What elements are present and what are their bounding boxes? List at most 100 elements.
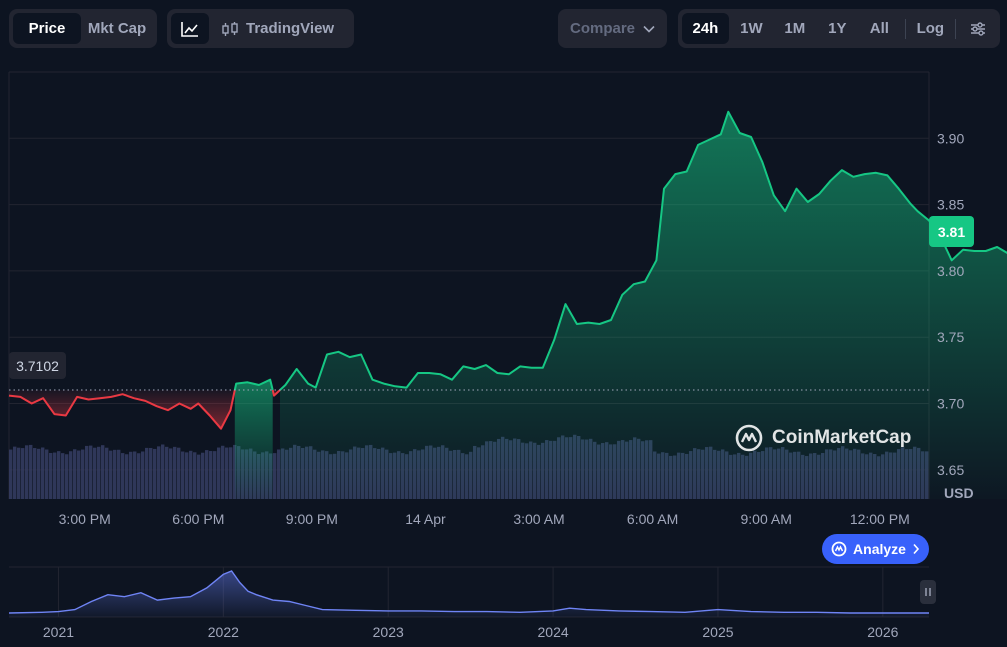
range-1w[interactable]: 1W [740,20,763,37]
volume-bar [125,454,129,499]
compare-label: Compare [569,20,636,37]
currency-label: USD [944,485,974,501]
overview-x-tick-label: 2022 [208,624,239,640]
compare-dropdown[interactable]: Compare [558,9,667,48]
price-line-up [233,378,274,391]
volume-bar [193,452,197,499]
volume-bar [17,447,21,499]
volume-bar [173,446,177,499]
pause-icon [925,588,931,596]
log-scale-toggle[interactable]: Log [916,20,945,37]
overview-x-tick-label: 2021 [43,624,74,640]
y-tick-label: 3.75 [937,329,964,345]
volume-bar [133,451,137,499]
price-line-down [8,389,236,430]
volume-bar [49,453,53,499]
line-chart-button[interactable] [171,13,209,44]
tradingview-button[interactable]: TradingView [211,13,344,44]
range-24h[interactable]: 24h [682,13,729,44]
watermark-text: CoinMarketCap [772,427,912,448]
volume-bar [185,452,189,499]
toolbar-divider [904,18,906,39]
volume-bar [137,453,141,499]
overview-area [9,571,929,617]
price-area-down [9,389,235,429]
x-tick-label: 12:00 PM [850,511,910,527]
price-line-down [271,389,281,397]
chart-tools: TradingView [167,9,354,48]
coinmarketcap-logo-icon [735,424,763,452]
tradingview-label: TradingView [246,20,335,37]
volume-bar [225,447,229,499]
volume-bar [229,447,233,499]
range-1m[interactable]: 1M [784,20,806,37]
volume-bar [93,447,97,499]
volume-bar [21,448,25,499]
volume-bar [217,447,221,499]
volume-bar [57,451,61,499]
overview-x-tick-label: 2025 [702,624,733,640]
chart-toolbar: Price Mkt Cap TradingView Compare 24h 1W [9,9,1000,49]
timeline-handle[interactable] [920,580,936,604]
volume-bar [277,449,281,499]
overview-x-tick-label: 2023 [373,624,404,640]
line-chart-icon [181,21,198,37]
volume-bar [113,449,117,499]
coinmarketcap-watermark: CoinMarketCap [734,423,911,453]
volume-bar [181,451,185,499]
volume-bar [205,450,209,499]
current-price-label: 3.81 [929,216,974,247]
volume-bar [53,452,57,499]
range-all[interactable]: All [869,20,889,37]
chevron-down-icon [643,25,655,33]
volume-bar [157,446,161,499]
sliders-icon [971,21,986,36]
volume-bar [37,448,41,499]
volume-bar [209,451,213,499]
chart-type-toggle: Price Mkt Cap [9,9,157,48]
volume-bar [153,448,157,499]
volume-bar [105,447,109,499]
volume-bar [141,451,145,499]
chevron-right-icon [913,543,920,555]
analyze-logo-icon [831,541,847,557]
tab-price[interactable]: Price [13,13,81,44]
overview-line [8,570,929,614]
volume-bar [69,451,73,499]
x-tick-label: 14 Apr [405,511,446,527]
candlestick-icon [222,21,238,36]
y-tick-label: 3.65 [937,462,964,478]
volume-bar [45,449,49,499]
settings-button[interactable] [961,13,996,44]
volume-bar [149,447,153,499]
volume-bar [129,451,133,499]
volume-bar [213,451,217,499]
volume-bar [177,447,181,499]
volume-bar [101,445,105,499]
volume-bar [73,449,77,499]
volume-bar [189,450,193,499]
x-tick-label: 3:00 AM [513,511,564,527]
x-tick-label: 3:00 PM [59,511,111,527]
volume-bar [81,449,85,499]
toolbar-divider [954,18,956,39]
analyze-label: Analyze [853,541,906,557]
range-1y[interactable]: 1Y [828,20,847,37]
volume-bar [233,444,237,499]
volume-bar [33,448,37,499]
volume-bar [273,453,277,499]
volume-bar [41,447,45,499]
volume-bar [145,447,149,499]
overview-x-tick-label: 2026 [867,624,898,640]
volume-bar [97,446,101,499]
volume-bar [29,444,33,499]
time-range-selector: 24h 1W 1M 1Y All Log [678,9,1000,48]
tab-market-cap[interactable]: Mkt Cap [87,20,147,37]
x-tick-label: 6:00 AM [627,511,678,527]
volume-bar [221,445,225,499]
overview-x-tick-label: 2024 [538,624,569,640]
y-tick-label: 3.80 [937,263,964,279]
analyze-button[interactable]: Analyze [822,534,929,564]
volume-bar [77,450,81,499]
